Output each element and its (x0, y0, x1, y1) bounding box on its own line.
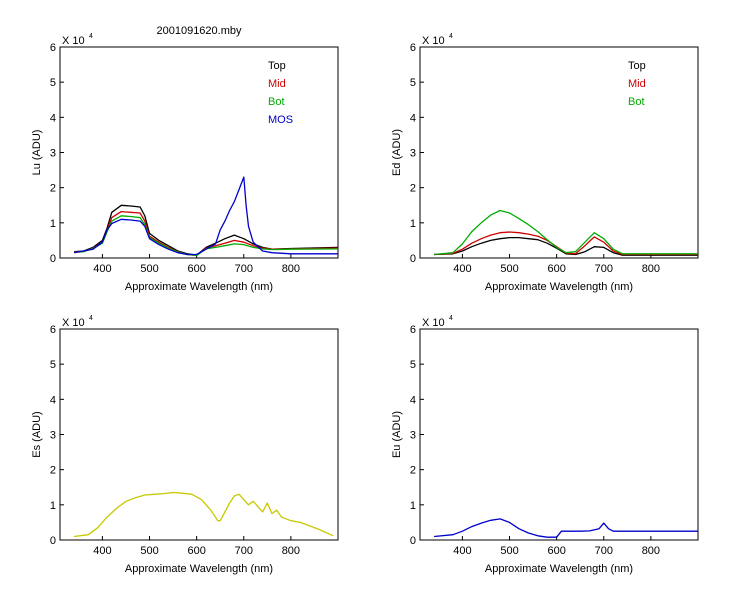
bottom-right-series-group (434, 518, 698, 538)
bottom-left-y-multiplier: X 10 (62, 317, 85, 329)
bottom-right-ytick-label-4: 4 (410, 394, 416, 406)
top-right-ytick-label-1: 1 (410, 218, 416, 230)
top-right-ytick-label-2: 2 (410, 183, 416, 195)
top-left-series-top (74, 204, 338, 256)
top-left-y-axis-label: Lu (ADU) (31, 130, 43, 176)
top-left-x-axis-label: Approximate Wavelength (nm) (125, 281, 273, 293)
bottom-right-ytick-label-5: 5 (410, 359, 416, 371)
bottom-left-xtick-label-600: 600 (187, 545, 205, 557)
top-right-ytick-label-3: 3 (410, 148, 416, 160)
top-left-ytick-label-5: 5 (50, 77, 56, 89)
bottom-left-ytick-label-3: 3 (50, 430, 56, 442)
bottom-right-y-multiplier-exponent: 4 (449, 315, 453, 322)
panel-bottom-left: 0 1 2 3 4 5 6 400 500 600 700 800 Approximate Wavele… (31, 315, 339, 575)
top-right-ytick-label-4: 4 (410, 112, 416, 124)
top-right-ytick-label-5: 5 (410, 77, 416, 89)
bottom-left-ytick-label-0: 0 (50, 535, 56, 547)
bottom-right-ytick-label-1: 1 (410, 500, 416, 512)
bottom-right-x-axis-label: Approximate Wavelength (nm) (485, 563, 633, 575)
top-right-xtick-label-600: 600 (547, 263, 565, 275)
bottom-right-ytick-label-2: 2 (410, 465, 416, 477)
top-right-y-multiplier-exponent: 4 (449, 33, 453, 40)
top-right-xtick-label-800: 800 (642, 263, 660, 275)
bottom-right-ytick-label-6: 6 (410, 324, 416, 336)
bottom-right-y-axis-label: Eu (ADU) (391, 411, 403, 458)
bottom-right-ytick-label-0: 0 (410, 535, 416, 547)
bottom-left-ytick-label-4: 4 (50, 394, 56, 406)
top-right-ytick-label-6: 6 (410, 42, 416, 54)
top-right-x-axis-label: Approximate Wavelength (nm) (485, 281, 633, 293)
bottom-right-xtick-label-800: 800 (642, 545, 660, 557)
top-left-ytick-label-6: 6 (50, 42, 56, 54)
top-right-series-mid (434, 231, 698, 256)
top-right-series-top (434, 236, 698, 256)
top-left-legend-mid: Mid (268, 78, 286, 90)
bottom-left-series-es (74, 491, 334, 538)
figure-title: 2001091620.mby (156, 25, 242, 37)
top-left-xtick-label-400: 400 (93, 263, 111, 275)
top-left-xtick-label-600: 600 (187, 263, 205, 275)
top-right-y-axis-label: Ed (ADU) (391, 129, 403, 176)
bottom-left-xtick-label-800: 800 (282, 545, 300, 557)
panel-bottom-right: 0 1 2 3 4 5 6 400 500 600 700 800 Approximate Wavele… (391, 315, 699, 575)
bottom-left-ytick-label-5: 5 (50, 359, 56, 371)
panel-top-right: 0 1 2 3 4 5 6 400 500 600 700 800 Approximate Wavele… (391, 33, 699, 293)
top-left-legend-bot: Bot (268, 96, 285, 108)
bottom-left-series-group (74, 491, 334, 538)
bottom-right-plot-frame (419, 328, 699, 541)
top-right-xtick-label-400: 400 (453, 263, 471, 275)
panel-top-left: 0 1 2 3 4 5 6 400 500 600 700 800 Approximate Wavele… (31, 33, 339, 293)
top-right-legend-top: Top (628, 60, 646, 72)
top-left-xtick-label-500: 500 (140, 263, 158, 275)
top-left-legend-mos: MOS (268, 114, 293, 126)
bottom-left-xtick-label-500: 500 (140, 545, 158, 557)
top-left-y-multiplier: X 10 (62, 35, 85, 47)
top-left-ytick-label-3: 3 (50, 148, 56, 160)
top-right-plot-frame (419, 46, 699, 259)
bottom-right-series-eu (434, 518, 698, 538)
top-left-series-group (73, 176, 338, 257)
top-right-series-bot (434, 209, 698, 256)
bottom-left-x-axis-label: Approximate Wavelength (nm) (125, 563, 273, 575)
top-right-y-multiplier: X 10 (422, 35, 445, 47)
bottom-left-y-axis-label: Es (ADU) (31, 411, 43, 457)
bottom-left-ytick-label-1: 1 (50, 500, 56, 512)
top-right-xtick-label-700: 700 (595, 263, 613, 275)
top-left-series-mos (73, 176, 338, 256)
top-right-legend-bot: Bot (628, 96, 645, 108)
bottom-right-y-multiplier: X 10 (422, 317, 445, 329)
top-right-series-group (434, 209, 698, 256)
top-right-legend-mid: Mid (628, 78, 646, 90)
bottom-left-y-multiplier-exponent: 4 (89, 315, 93, 322)
bottom-right-xtick-label-400: 400 (453, 545, 471, 557)
top-right-ytick-label-0: 0 (410, 253, 416, 265)
top-left-xtick-label-700: 700 (235, 263, 253, 275)
top-left-plot-frame (59, 46, 339, 259)
bottom-left-ytick-label-2: 2 (50, 465, 56, 477)
top-left-ytick-label-1: 1 (50, 218, 56, 230)
bottom-left-xtick-label-700: 700 (235, 545, 253, 557)
bottom-left-xtick-label-400: 400 (93, 545, 111, 557)
bottom-right-xtick-label-600: 600 (547, 545, 565, 557)
bottom-left-plot-frame (59, 328, 339, 541)
bottom-left-ytick-label-6: 6 (50, 324, 56, 336)
bottom-right-xtick-label-500: 500 (500, 545, 518, 557)
top-left-xtick-label-800: 800 (282, 263, 300, 275)
bottom-right-ytick-label-3: 3 (410, 430, 416, 442)
top-right-xtick-label-500: 500 (500, 263, 518, 275)
top-left-ytick-label-4: 4 (50, 112, 56, 124)
top-left-legend-top: Top (268, 60, 286, 72)
top-left-ytick-label-0: 0 (50, 253, 56, 265)
top-left-y-multiplier-exponent: 4 (89, 33, 93, 40)
top-left-ytick-label-2: 2 (50, 183, 56, 195)
bottom-right-xtick-label-700: 700 (595, 545, 613, 557)
